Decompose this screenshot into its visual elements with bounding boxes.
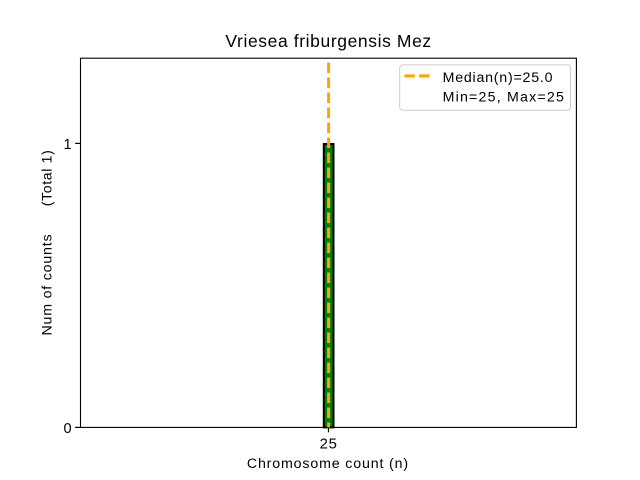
svg-text:Num of counts: Num of counts (40, 234, 56, 336)
svg-text:Chromosome count (n): Chromosome count (n) (247, 456, 409, 472)
svg-text:0: 0 (63, 421, 71, 437)
svg-text:1: 1 (63, 137, 71, 153)
svg-text:Min=25, Max=25: Min=25, Max=25 (443, 90, 565, 106)
svg-text:Vriesea friburgensis Mez: Vriesea friburgensis Mez (225, 31, 431, 51)
svg-text:(Total 1): (Total 1) (40, 150, 56, 207)
svg-text:Median(n)=25.0: Median(n)=25.0 (443, 70, 554, 86)
svg-text:25: 25 (320, 436, 338, 452)
